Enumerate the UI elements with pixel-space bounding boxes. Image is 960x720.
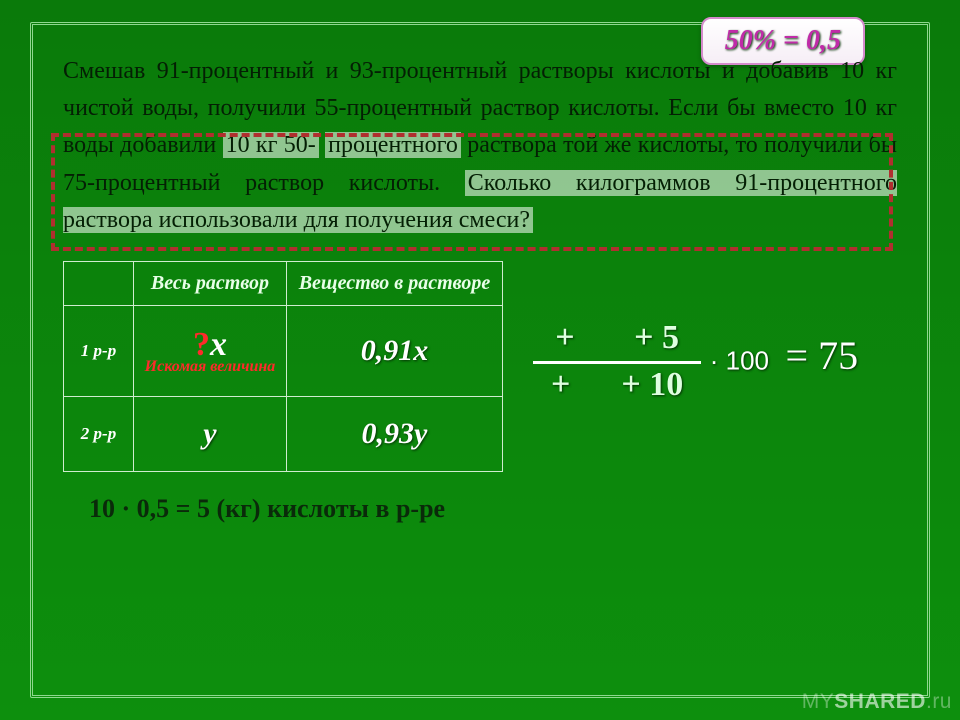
col-substance: Вещество в растворе bbox=[286, 261, 502, 305]
bottom-calc-text: 10 · 0,5 = 5 (кг) кислоты в р-ре bbox=[89, 494, 445, 523]
slide-frame: 50% = 0,5 Смешав 91-процентный и 93-проц… bbox=[30, 22, 930, 698]
fraction: + + 5 + + 10 bbox=[533, 319, 701, 404]
col-whole: Весь раствор bbox=[134, 261, 287, 305]
problem-text: Смешав 91-процентный и 93-процентный рас… bbox=[63, 53, 897, 239]
den-plus-10: + 10 bbox=[621, 366, 683, 403]
equals-75: = 75 bbox=[786, 333, 859, 378]
cell-y: y bbox=[134, 396, 287, 471]
bottom-calc: 10 · 0,5 = 5 (кг) кислоты в р-ре bbox=[89, 494, 897, 524]
watermark: MYSHARED.ru bbox=[802, 690, 952, 714]
middle-row: Весь раствор Вещество в растворе 1 р-р ?… bbox=[63, 261, 897, 472]
watermark-shared: SHARED bbox=[834, 690, 926, 713]
highlight-10kg-50: 10 кг 50- bbox=[223, 132, 319, 158]
row1-label: 1 р-р bbox=[64, 305, 134, 396]
watermark-ru: .ru bbox=[926, 690, 952, 713]
num-plus-5: + 5 bbox=[634, 319, 679, 356]
highlight-percent: процентного bbox=[325, 132, 461, 158]
equation-block: + + 5 + + 10 · 100 = 75 bbox=[533, 261, 897, 472]
solution-table: Весь раствор Вещество в растворе 1 р-р ?… bbox=[63, 261, 503, 472]
cell-093y: 0,93y bbox=[286, 396, 502, 471]
cell-091x: 0,91x bbox=[286, 305, 502, 396]
denominator: + + 10 bbox=[533, 364, 701, 404]
num-plus-1: + bbox=[555, 319, 574, 356]
den-plus-1: + bbox=[551, 366, 570, 403]
watermark-my: MY bbox=[802, 690, 835, 713]
numerator: + + 5 bbox=[533, 319, 701, 364]
row2-label: 2 р-р bbox=[64, 396, 134, 471]
times-100: · 100 bbox=[710, 345, 769, 375]
sought-label: Искомая величина bbox=[142, 358, 278, 376]
cell-x: ?x Искомая величина bbox=[134, 305, 287, 396]
